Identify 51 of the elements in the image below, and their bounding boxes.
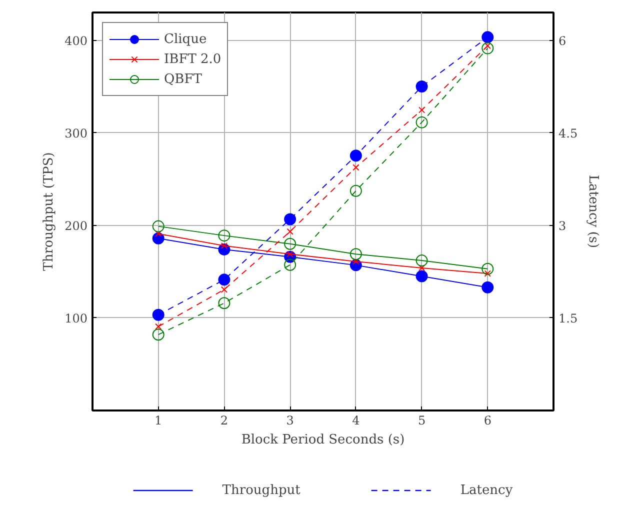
y2-tick-label: 6 — [558, 34, 566, 48]
y2-axis-title: Latency (s) — [586, 174, 601, 248]
y-tick-label: 300 — [64, 126, 88, 140]
text: Latency — [460, 482, 513, 498]
point — [218, 230, 230, 242]
point — [484, 270, 491, 277]
point — [284, 238, 296, 250]
x-tick-label: 1 — [154, 414, 162, 428]
x-tick-label: 6 — [484, 414, 492, 428]
x-tick-label: 5 — [418, 414, 426, 428]
point — [155, 323, 162, 330]
y-tick-label: 100 — [64, 311, 88, 326]
legend-label: IBFT 2.0 — [164, 52, 222, 66]
point — [350, 248, 362, 260]
legend-label: Clique — [164, 32, 207, 46]
x-axis-title: Block Period Seconds (s) — [241, 432, 405, 448]
x-tick-label: 4 — [352, 414, 360, 428]
point — [482, 42, 494, 54]
text: Throughput — [222, 482, 300, 498]
y2-tick-label: 1.5 — [558, 311, 578, 326]
point — [416, 270, 428, 282]
point — [218, 274, 230, 286]
point — [416, 80, 428, 93]
x-tick-label: 3 — [286, 414, 294, 428]
point — [352, 164, 360, 171]
x-tick-label: 2 — [220, 414, 228, 428]
y-tick-label: 200 — [64, 218, 88, 233]
y2-tick-label: 4.5 — [558, 126, 578, 140]
point — [284, 258, 296, 271]
point — [350, 150, 362, 162]
point — [152, 328, 164, 341]
y-axis-title: Throughput (TPS) — [42, 152, 57, 271]
point — [155, 230, 162, 238]
point — [152, 220, 164, 232]
point — [352, 258, 360, 265]
point — [152, 308, 164, 321]
point — [416, 116, 428, 128]
point — [482, 31, 494, 44]
point — [482, 262, 494, 275]
y-tick-label: 400 — [64, 34, 88, 48]
point — [418, 106, 426, 114]
point — [482, 281, 494, 294]
point — [284, 213, 296, 226]
point — [350, 184, 362, 197]
point — [286, 228, 294, 235]
legend-label: QBFT — [164, 72, 202, 86]
point — [218, 297, 230, 310]
point — [416, 254, 428, 267]
point — [220, 286, 228, 293]
point — [418, 264, 426, 272]
y2-tick-label: 3 — [558, 218, 566, 233]
